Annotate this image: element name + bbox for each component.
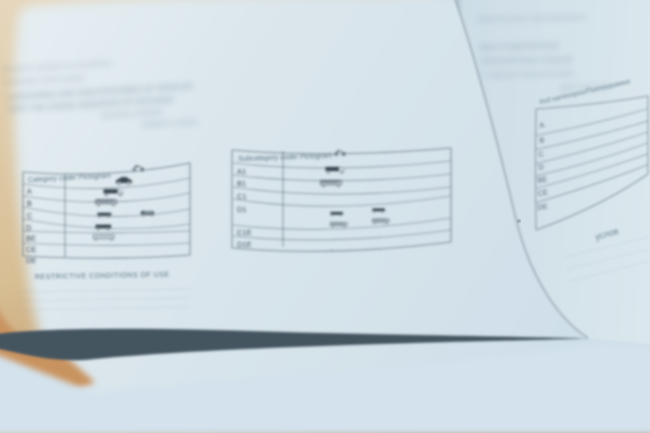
svg-text:Код категории/Пиктограмма: Код категории/Пиктограмма	[539, 77, 631, 106]
svg-text:A: A	[538, 120, 545, 130]
svg-text:услов: услов	[594, 226, 620, 242]
svg-text:DE: DE	[537, 201, 549, 212]
svg-text:D: D	[538, 162, 545, 172]
svg-text:B: B	[539, 135, 546, 145]
svg-text:BE: BE	[537, 174, 548, 185]
svg-text:C: C	[538, 149, 545, 159]
svg-text:CE: CE	[537, 187, 549, 198]
